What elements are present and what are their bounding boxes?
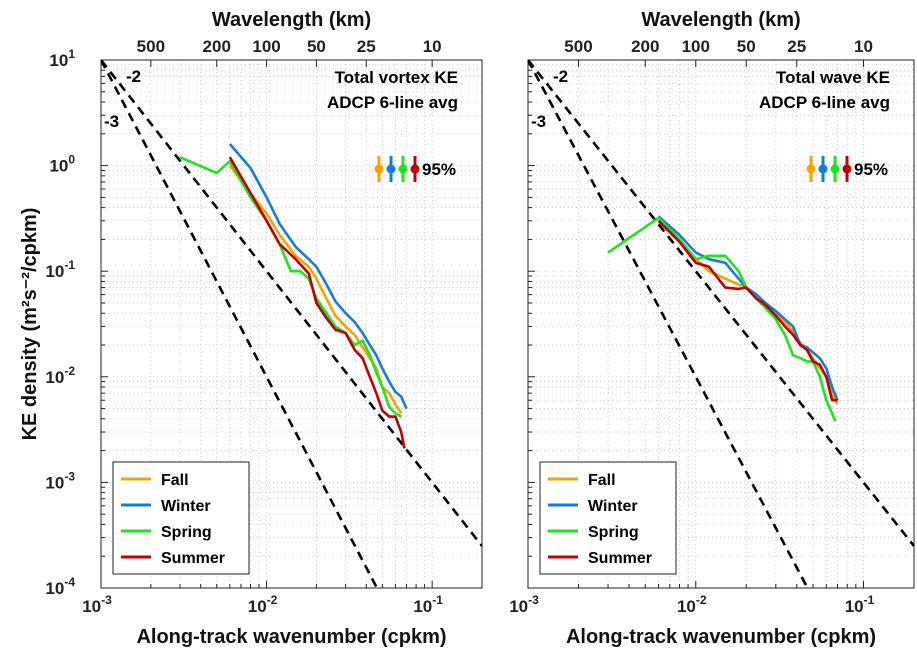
ci-marker: [842, 164, 852, 174]
top-tick-label: 100: [682, 37, 710, 56]
top-tick-label: 500: [137, 37, 165, 56]
x-tick-label: 10-2: [248, 593, 278, 616]
x-tick-label: 10-1: [845, 593, 875, 616]
legend-entry: Winter: [161, 498, 211, 515]
top-tick-label: 25: [787, 37, 806, 56]
legend-box: [539, 461, 677, 575]
slope-label: -2: [553, 67, 568, 86]
y-tick-label: 10-3: [45, 469, 75, 492]
annotation-text: Total wave KE: [776, 68, 890, 87]
grid: [100, 60, 483, 589]
ci-marker: [830, 164, 840, 174]
y-tick-label: 101: [49, 47, 75, 70]
top-tick-label: 200: [631, 37, 659, 56]
legend-entry: Fall: [588, 472, 616, 489]
legend-entry: Fall: [161, 472, 189, 489]
y-tick-exponent: 0: [68, 153, 75, 167]
top-tick-label: 25: [357, 37, 376, 56]
ci-marker: [398, 164, 408, 174]
ci-marker: [374, 164, 384, 174]
axes-box: [527, 59, 915, 589]
x-tick-label: 10-1: [413, 593, 443, 616]
legend-entry: Summer: [161, 550, 225, 567]
x-tick-label: 10-3: [509, 593, 539, 616]
top-tick-label: 200: [203, 37, 231, 56]
y-axis-label: KE density (m²s⁻²/cpkm): [19, 208, 41, 441]
ci-marker: [410, 164, 420, 174]
top-tick-label: 50: [737, 37, 756, 56]
x-tick-exponent: -2: [267, 593, 278, 607]
legend-box: [112, 461, 250, 575]
top-tick-label: 10: [854, 37, 873, 56]
y-tick-label: 10-4: [45, 575, 75, 598]
ticks: [100, 59, 483, 589]
slope-label: -3: [104, 112, 119, 131]
slope-line: [528, 60, 914, 547]
slope-line: [101, 60, 482, 547]
slope-line: [101, 60, 379, 588]
annotation-text: Total vortex KE: [335, 68, 458, 87]
legend-entry: Winter: [588, 498, 638, 515]
series-line-winter: [657, 215, 839, 401]
top-axis-label: Wavelength (km): [641, 9, 800, 31]
ci-label: 95%: [422, 160, 456, 179]
plot-area: [101, 60, 482, 588]
series-line-summer: [228, 156, 406, 449]
axes-box: [100, 59, 483, 589]
x-tick-exponent: -3: [528, 593, 539, 607]
x-tick-label: 10-3: [82, 593, 112, 616]
top-tick-label: 10: [423, 37, 442, 56]
top-tick-label: 50: [307, 37, 326, 56]
y-tick-exponent: -1: [64, 258, 75, 272]
ticks: [527, 59, 915, 589]
slope-line: [528, 60, 809, 588]
ci-marker: [386, 164, 396, 174]
y-tick-exponent: -4: [64, 575, 75, 589]
y-tick-label: 10-1: [45, 258, 75, 281]
ci-label: 95%: [854, 160, 888, 179]
y-tick-exponent: -3: [64, 469, 75, 483]
series-line-winter: [228, 143, 408, 410]
y-tick-exponent: -2: [64, 364, 75, 378]
slope-label: -3: [531, 112, 546, 131]
ci-marker: [818, 164, 828, 174]
annotation-text: ADCP 6-line avg: [759, 93, 890, 112]
series-line-fall: [657, 219, 839, 405]
x-tick-exponent: -3: [101, 593, 112, 607]
x-tick-exponent: -2: [696, 593, 707, 607]
y-tick-label: 100: [49, 153, 75, 176]
legend-entry: Spring: [161, 524, 212, 541]
series-line-spring: [179, 156, 402, 418]
slope-label: -2: [126, 67, 141, 86]
x-axis-label: Along-track wavenumber (cpkm): [566, 626, 876, 648]
series-line-spring: [607, 216, 837, 422]
annotation-text: ADCP 6-line avg: [327, 93, 458, 112]
x-tick-exponent: -1: [432, 593, 443, 607]
ci-marker: [806, 164, 816, 174]
y-tick-label: 10-2: [45, 364, 75, 387]
series-line-summer: [657, 219, 838, 402]
legend-entry: Spring: [588, 524, 639, 541]
x-tick-label: 10-2: [677, 593, 707, 616]
top-tick-label: 100: [252, 37, 280, 56]
x-axis-label: Along-track wavenumber (cpkm): [136, 626, 446, 648]
chart-panel-2: 10-3 10-2 10-1 500 200 100 50 25 10 Wavelength (k…: [509, 9, 915, 648]
y-tick-exponent: 1: [68, 47, 75, 61]
legend-entry: Summer: [588, 550, 652, 567]
top-axis-label: Wavelength (km): [212, 9, 371, 31]
plot-area: [528, 60, 914, 588]
x-tick-exponent: -1: [864, 593, 875, 607]
top-tick-label: 500: [564, 37, 592, 56]
